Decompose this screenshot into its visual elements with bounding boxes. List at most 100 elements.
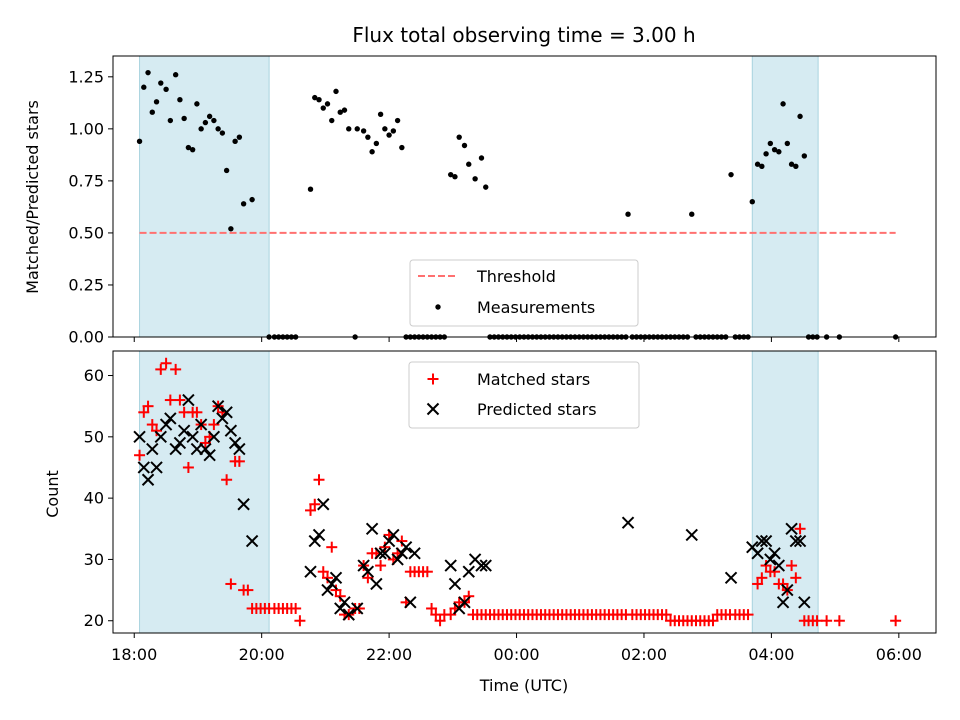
top-y-axis-title: Matched/Predicted stars	[23, 100, 42, 294]
measurement-point-7	[167, 117, 174, 124]
predicted-point-47	[399, 540, 413, 554]
predicted-point-21	[224, 424, 238, 437]
predicted-point-18-b	[211, 399, 225, 413]
measurement-point-44	[390, 128, 397, 134]
predicted-point-36	[351, 602, 364, 615]
legend-predicted-label: Predicted stars	[477, 400, 597, 419]
predicted-point-35-b	[342, 608, 355, 621]
bottom-plot: 20 30 40 50 60 18:00 20:00 22:00 00:00 02:00 04:00…	[84, 350, 937, 664]
matched-point-13	[191, 406, 203, 418]
predicted-point-0	[133, 430, 146, 444]
x-axis-title: Time (UTC)	[479, 676, 568, 695]
bottom-y-tick-label-2: 40	[84, 489, 104, 508]
measurement-point-70	[801, 153, 808, 159]
matched-point-21	[225, 578, 237, 590]
measurement-point-21	[228, 226, 234, 232]
measurement-point-45	[394, 117, 401, 124]
legend-threshold-label: Threshold	[476, 267, 556, 286]
measurement-point-5	[158, 80, 164, 86]
predicted-point-55-b	[468, 553, 482, 566]
matched-point-4	[151, 425, 163, 437]
matched-point-156	[833, 615, 845, 627]
predicted-point-46	[395, 547, 409, 560]
matched-point-66	[426, 602, 438, 614]
matched-point-131	[707, 615, 719, 627]
measurement-point-57	[728, 171, 734, 178]
predicted-point-48-b	[404, 596, 417, 609]
predicted-point-64	[759, 534, 773, 548]
legend-measurements-label: Measurements	[477, 298, 595, 317]
predicted-point-40-b	[370, 577, 383, 591]
matched-point-120	[660, 609, 672, 621]
predicted-point-24	[237, 498, 250, 511]
predicted-point-30	[321, 583, 334, 597]
predicted-point-53	[458, 596, 471, 609]
predicted-point-6-b	[159, 418, 173, 431]
predicted-point-48	[404, 596, 417, 609]
bottom-legend: Matched stars Predicted stars	[408, 361, 640, 429]
matched-point-8	[170, 363, 182, 375]
measurement-point-50	[461, 142, 468, 149]
predicted-point-69-b	[781, 583, 794, 597]
predicted-point-38-b	[361, 565, 375, 578]
predicted-point-67	[772, 559, 786, 572]
predicted-point-29	[317, 498, 330, 511]
measurement-point-2	[145, 69, 151, 76]
predicted-point-12-b	[186, 430, 199, 444]
measurement-point-36	[354, 126, 360, 132]
measurement-point-52	[472, 176, 478, 182]
measurement-point-67	[788, 161, 795, 167]
predicted-point-42-b	[378, 547, 392, 560]
measurement-point-34	[341, 107, 348, 113]
matched-point-150	[794, 523, 806, 535]
predicted-point-60	[724, 571, 738, 585]
matched-point-155	[821, 615, 833, 627]
measurement-point-17	[211, 117, 217, 124]
predicted-point-72-b	[793, 534, 807, 548]
matched-point-5	[155, 363, 167, 375]
measurement-point-55	[625, 211, 631, 217]
matched-point-44	[330, 584, 342, 596]
predicted-point-33-b	[334, 602, 347, 615]
matched-point-146	[777, 578, 789, 590]
top-shaded-interval-0	[139, 56, 270, 337]
measurement-point-53	[478, 155, 485, 161]
bottom-shaded-interval-1	[752, 351, 819, 633]
measurement-point-20	[223, 167, 230, 174]
measurement-point-26	[307, 186, 314, 192]
predicted-stars-points	[133, 393, 811, 621]
top-y-tick-label-2: 0.50	[68, 223, 104, 242]
top-legend: Threshold Measurements	[409, 259, 639, 327]
measurement-point-28	[316, 97, 322, 103]
predicted-point-43-b	[382, 534, 396, 548]
predicted-point-22-b	[228, 436, 242, 450]
predicted-point-28	[312, 528, 326, 542]
predicted-point-51	[448, 577, 462, 591]
predicted-point-3	[146, 442, 159, 456]
predicted-point-28-b	[312, 528, 326, 542]
matched-point-43	[326, 541, 338, 553]
measurement-point-1	[141, 84, 147, 90]
predicted-point-45-b	[391, 553, 404, 566]
measurement-point-51	[466, 161, 472, 167]
measurement-point-13	[194, 101, 200, 107]
legend-predicted-swatch-b	[426, 402, 440, 416]
matched-point-39	[309, 498, 321, 510]
matched-point-139	[742, 609, 754, 621]
top-plot: 0.00 0.25 0.50 0.75 1.00 1.25 Threshold Measure…	[68, 55, 937, 347]
measurement-point-24	[240, 201, 247, 207]
top-y-tick-label-0: 0.00	[68, 328, 104, 347]
chart-title: Flux total observing time = 3.00 h	[352, 23, 695, 47]
measurement-point-18	[215, 126, 221, 132]
matched-point-11	[182, 461, 194, 473]
predicted-point-41	[374, 547, 387, 560]
top-axes-frame	[112, 55, 937, 338]
legend-matched-label: Matched stars	[477, 370, 590, 389]
predicted-point-5	[154, 430, 167, 444]
predicted-point-50	[444, 559, 457, 572]
legend-measurements-swatch	[435, 304, 441, 310]
predicted-point-8-b	[169, 442, 182, 456]
predicted-point-26-b	[304, 565, 317, 578]
matched-point-1	[138, 406, 150, 418]
